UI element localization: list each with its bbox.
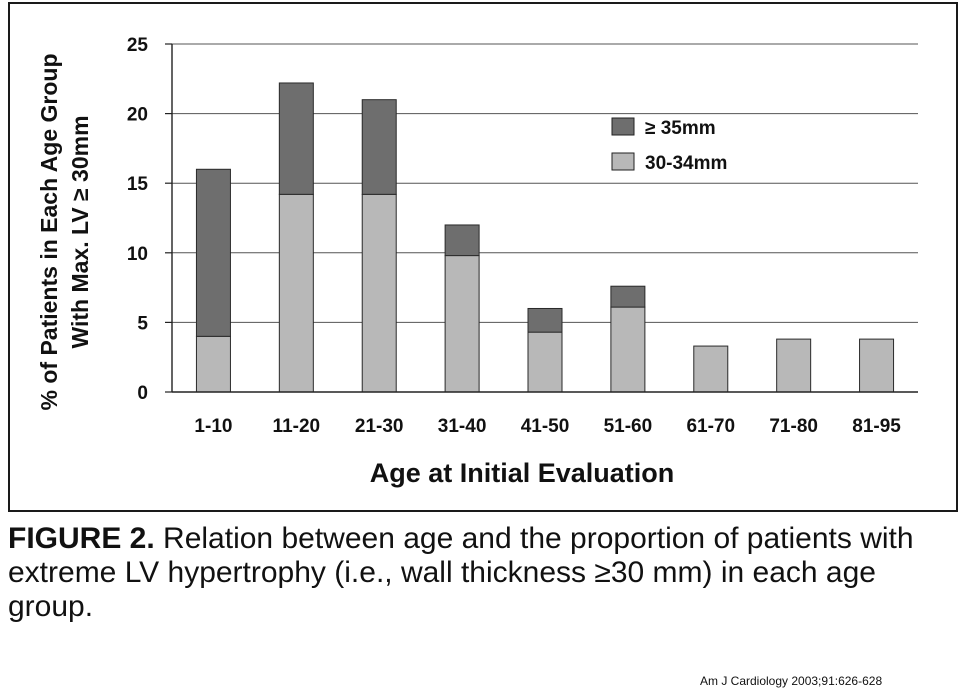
legend-swatch-35mm bbox=[611, 117, 635, 136]
x-tick-label-11-20: 11-20 bbox=[273, 416, 321, 437]
y-tick-label-5: 5 bbox=[137, 313, 148, 334]
y-axis-title: % of Patients in Each Age Group With Max… bbox=[36, 54, 93, 411]
bar-1-10-series-1 bbox=[195, 168, 231, 337]
bar-11-20-series-0 bbox=[278, 193, 314, 393]
bar-51-60-series-1 bbox=[610, 285, 646, 308]
figure-caption: FIGURE 2. Relation between age and the p… bbox=[8, 522, 953, 624]
bar-41-50-series-1 bbox=[527, 307, 563, 333]
bar-71-80-series-0 bbox=[776, 338, 812, 393]
x-tick-label-1-10: 1-10 bbox=[194, 416, 232, 437]
bar-chart: 0 5 10 15 20 25 1-10 11-20 21-30 31-40 41-50 51-60… bbox=[36, 35, 918, 488]
y-tick-label-20: 20 bbox=[127, 105, 148, 126]
y-tick-label-10: 10 bbox=[127, 244, 148, 265]
caption-label: FIGURE 2. bbox=[8, 522, 155, 555]
bar-31-40-series-0 bbox=[444, 255, 480, 393]
x-tick-label-21-30: 21-30 bbox=[355, 416, 404, 437]
y-tick-label-25: 25 bbox=[127, 35, 149, 56]
y-axis-title-line1: % of Patients in Each Age Group bbox=[36, 54, 62, 411]
axes bbox=[165, 43, 918, 393]
bar-41-50-series-0 bbox=[527, 331, 563, 393]
x-tick-labels: 1-10 11-20 21-30 31-40 41-50 51-60 61-70 71-80 8… bbox=[194, 416, 901, 437]
legend-label-30-34mm: 30-34mm bbox=[645, 153, 727, 174]
bars bbox=[195, 82, 895, 393]
bar-1-10-series-0 bbox=[195, 335, 231, 393]
y-tick-labels: 0 5 10 15 20 25 bbox=[127, 35, 149, 404]
figure-frame bbox=[8, 2, 958, 512]
y-axis-title-line2: With Max. LV ≥ 30mm bbox=[67, 115, 93, 348]
x-tick-label-71-80: 71-80 bbox=[769, 416, 818, 437]
bar-21-30-series-1 bbox=[361, 99, 397, 195]
bar-11-20-series-1 bbox=[278, 82, 314, 195]
x-tick-label-81-95: 81-95 bbox=[852, 416, 901, 437]
citation: Am J Cardiology 2003;91:626-628 bbox=[700, 674, 883, 688]
x-tick-label-61-70: 61-70 bbox=[686, 416, 735, 437]
bar-61-70-series-0 bbox=[693, 345, 729, 393]
bar-51-60-series-0 bbox=[610, 306, 646, 393]
y-tick-label-15: 15 bbox=[127, 174, 149, 195]
caption-text: Relation between age and the proportion … bbox=[8, 522, 914, 623]
x-tick-label-51-60: 51-60 bbox=[604, 416, 653, 437]
bar-21-30-series-0 bbox=[361, 193, 397, 393]
y-tick-label-0: 0 bbox=[137, 383, 148, 404]
x-tick-label-31-40: 31-40 bbox=[438, 416, 487, 437]
legend-swatch-30-34mm bbox=[611, 152, 635, 171]
x-tick-label-41-50: 41-50 bbox=[521, 416, 570, 437]
legend-label-35mm: ≥ 35mm bbox=[645, 118, 716, 139]
bar-31-40-series-1 bbox=[444, 224, 480, 257]
x-axis-title: Age at Initial Evaluation bbox=[370, 458, 675, 488]
bar-81-95-series-0 bbox=[859, 338, 895, 393]
legend: ≥ 35mm 30-34mm bbox=[611, 117, 727, 174]
